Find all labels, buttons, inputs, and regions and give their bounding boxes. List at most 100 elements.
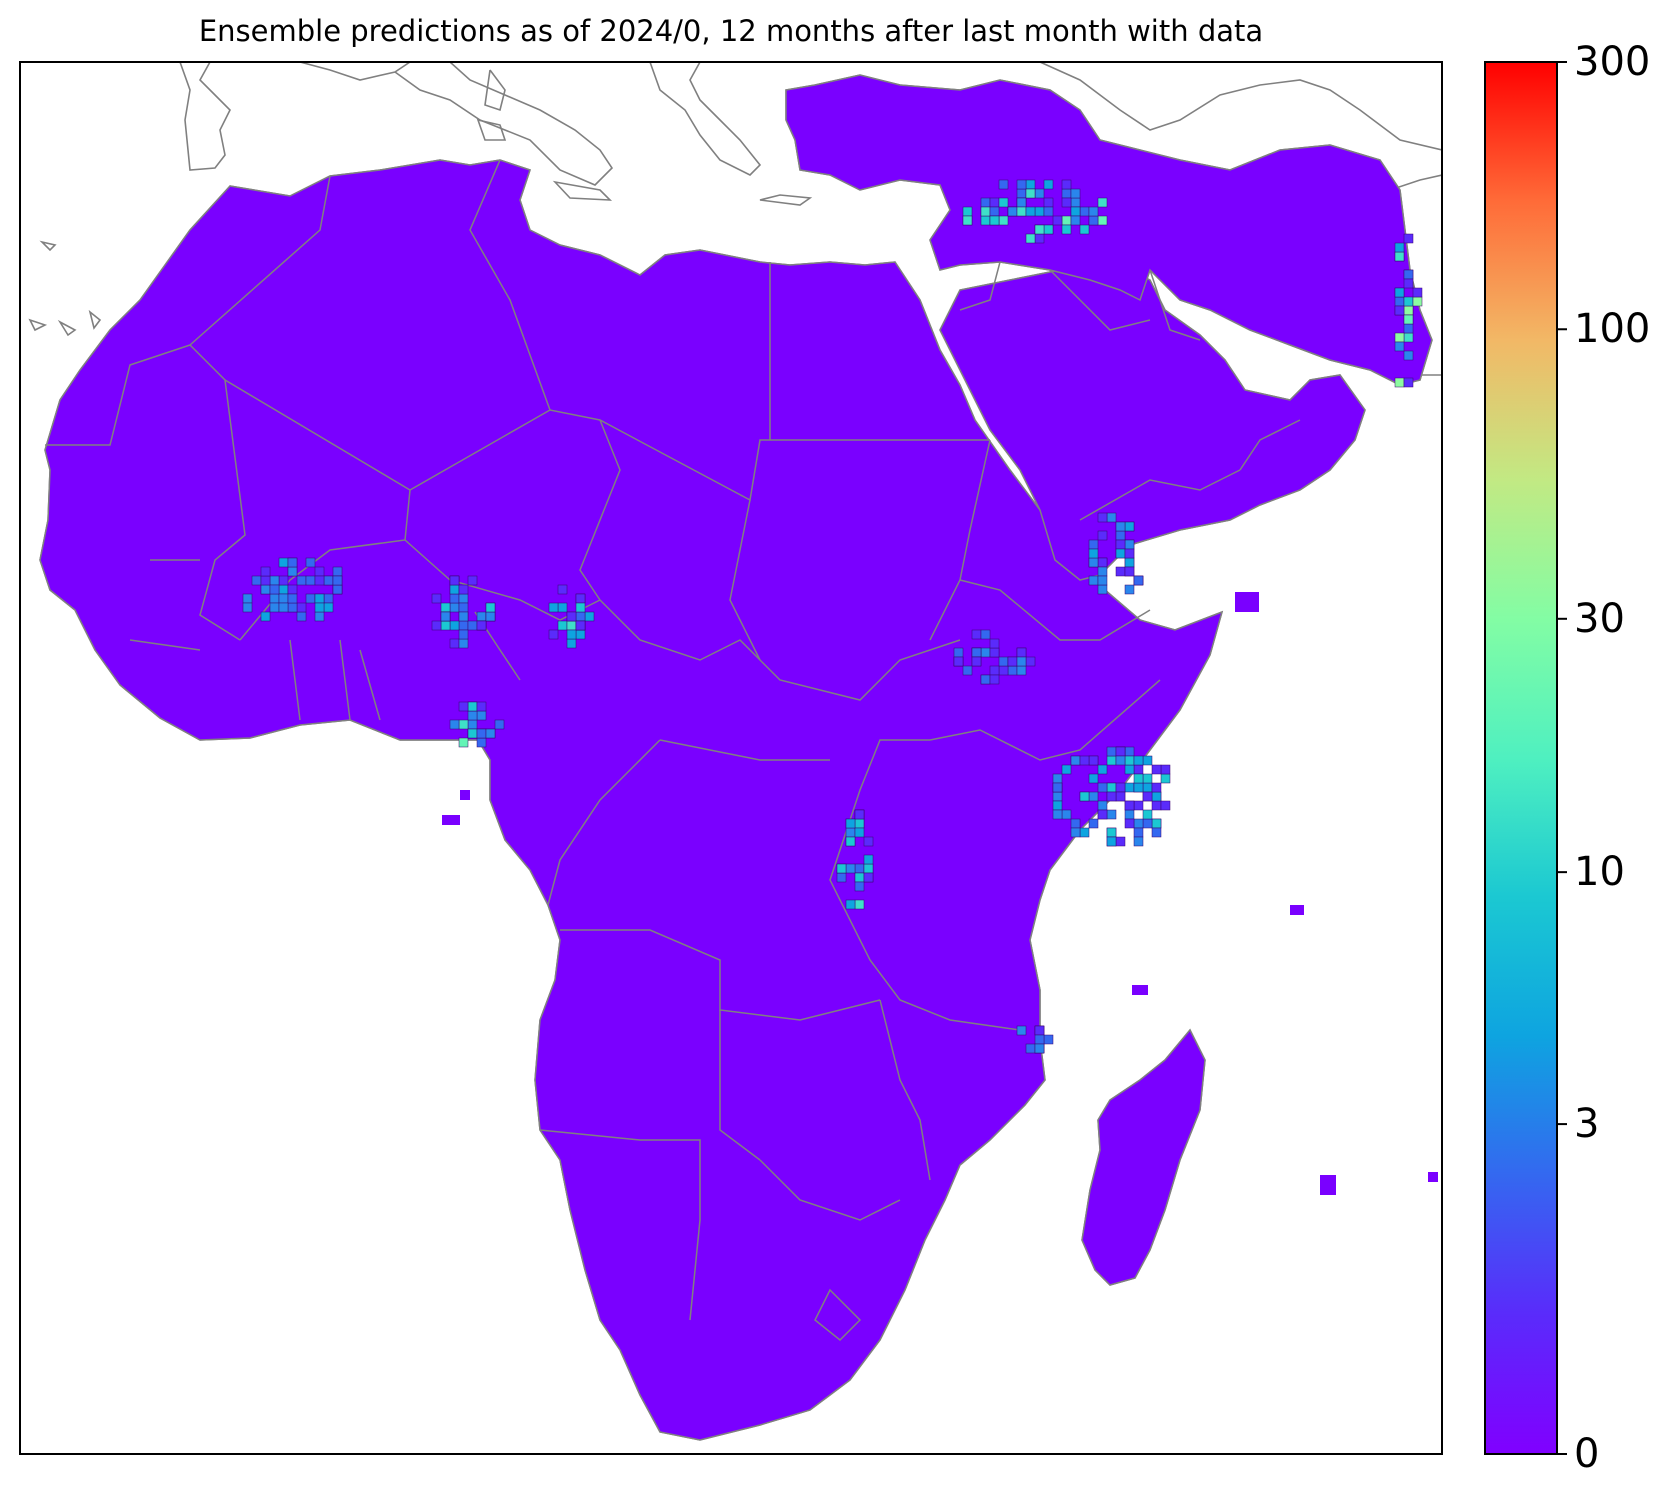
- hotspot-cell: [1097, 215, 1108, 226]
- hotspot-cell: [458, 611, 469, 622]
- hotspot-cell: [296, 611, 307, 622]
- hotspot-cell: [449, 584, 460, 595]
- hotspot-cell: [845, 836, 856, 847]
- hotspot-cell: [1007, 656, 1018, 667]
- hotspot-cell: [278, 593, 289, 604]
- hotspot-cell: [1403, 377, 1414, 388]
- hotspot-cell: [1097, 584, 1108, 595]
- hotspot-cell: [1124, 584, 1135, 595]
- hotspot-cell: [566, 611, 577, 622]
- hotspot-cell: [1115, 521, 1126, 532]
- hotspot-cell: [1133, 782, 1144, 793]
- hotspot-cell: [1106, 782, 1117, 793]
- hotspot-cell: [980, 647, 991, 658]
- hotspot-cell: [323, 593, 334, 604]
- hotspot-cell: [998, 197, 1009, 208]
- hotspot-cell: [1151, 764, 1162, 775]
- hotspot-cell: [1061, 188, 1072, 199]
- hotspot-cell: [1124, 764, 1135, 775]
- hotspot-cell: [1142, 773, 1153, 784]
- hotspot-cell: [1088, 548, 1099, 559]
- hotspot-cell: [548, 629, 559, 640]
- hotspot-cell: [1034, 224, 1045, 235]
- hotspot-cell: [1403, 233, 1414, 244]
- hotspot-cell: [323, 575, 334, 586]
- hotspot-cell: [1097, 809, 1108, 820]
- hotspot-cell: [1403, 350, 1414, 361]
- hotspot-cell: [260, 584, 271, 595]
- colorbar-frame: [1484, 61, 1558, 1455]
- hotspot-cell: [1097, 197, 1108, 208]
- hotspot-cell: [1160, 800, 1171, 811]
- hotspot-cell: [467, 575, 478, 586]
- hotspot-cell: [971, 629, 982, 640]
- hotspot-cell: [1088, 215, 1099, 226]
- hotspot-cell: [845, 827, 856, 838]
- hotspot-cell: [575, 629, 586, 640]
- hotspot-cell: [1124, 746, 1135, 757]
- hotspot-cell: [1070, 188, 1081, 199]
- hotspot-cell: [1052, 791, 1063, 802]
- hotspot-cell: [989, 197, 1000, 208]
- hotspot-cell: [1133, 800, 1144, 811]
- hotspot-cell: [1115, 539, 1126, 550]
- hotspot-cell: [998, 179, 1009, 190]
- colorbar-tick-label: 3: [1574, 1101, 1600, 1148]
- hotspot-cell: [1403, 332, 1414, 343]
- hotspot-cell: [314, 602, 325, 613]
- hotspot-cell: [242, 602, 253, 613]
- colorbar-ticks: [1557, 61, 1567, 1455]
- hotspot-cell: [1034, 1025, 1045, 1036]
- hotspot-cell: [1052, 800, 1063, 811]
- hotspot-cell: [854, 818, 865, 829]
- hotspot-cell: [989, 215, 1000, 226]
- hotspot-cell: [1097, 557, 1108, 568]
- hotspot-cell: [260, 566, 271, 577]
- hotspot-cell: [269, 602, 280, 613]
- hotspot-cell: [1124, 548, 1135, 559]
- land-predictions: [39, 74, 1439, 1441]
- hotspot-cell: [305, 557, 316, 568]
- hotspot-cell: [1124, 521, 1135, 532]
- hotspot-cell: [1160, 773, 1171, 784]
- hotspot-cell: [1394, 251, 1405, 262]
- hotspot-cell: [314, 566, 325, 577]
- hotspot-cell: [1034, 233, 1045, 244]
- hotspot-cell: [1088, 773, 1099, 784]
- hotspot-cell: [575, 611, 586, 622]
- colorbar-tick-label: 10: [1574, 849, 1625, 896]
- hotspot-cell: [449, 575, 460, 586]
- hotspot-cell: [458, 719, 469, 730]
- hotspot-cell: [1403, 305, 1414, 316]
- hotspot-cell: [1133, 773, 1144, 784]
- hotspot-cell: [1061, 197, 1072, 208]
- hotspot-cell: [476, 710, 487, 721]
- hotspot-cell: [485, 728, 496, 739]
- hotspot-cell: [1070, 197, 1081, 208]
- hotspot-cell: [1061, 809, 1072, 820]
- hotspot-cell: [1016, 1025, 1027, 1036]
- hotspot-cell: [1025, 1043, 1036, 1054]
- hotspot-cell: [278, 575, 289, 586]
- hotspot-cell: [287, 584, 298, 595]
- hotspot-cell: [1403, 278, 1414, 289]
- hotspot-cell: [1124, 566, 1135, 577]
- hotspot-cell: [323, 602, 334, 613]
- hotspot-cell: [1106, 755, 1117, 766]
- hotspot-cell: [467, 620, 478, 631]
- hotspot-cell: [863, 854, 874, 865]
- hotspot-cell: [980, 674, 991, 685]
- hotspot-cell: [1088, 575, 1099, 586]
- hotspot-cell: [1025, 656, 1036, 667]
- hotspot-cell: [1097, 512, 1108, 523]
- hotspot-cell: [458, 737, 469, 748]
- hotspot-cell: [854, 809, 865, 820]
- colorbar-tick-label: 30: [1574, 595, 1625, 642]
- hotspot-cell: [971, 656, 982, 667]
- colorbar: [1484, 61, 1567, 1455]
- hotspot-cell: [575, 602, 586, 613]
- hotspot-cell: [476, 611, 487, 622]
- hotspot-cell: [485, 611, 496, 622]
- hotspot-cell: [287, 602, 298, 613]
- colorbar-tick-label: 0: [1574, 1431, 1600, 1477]
